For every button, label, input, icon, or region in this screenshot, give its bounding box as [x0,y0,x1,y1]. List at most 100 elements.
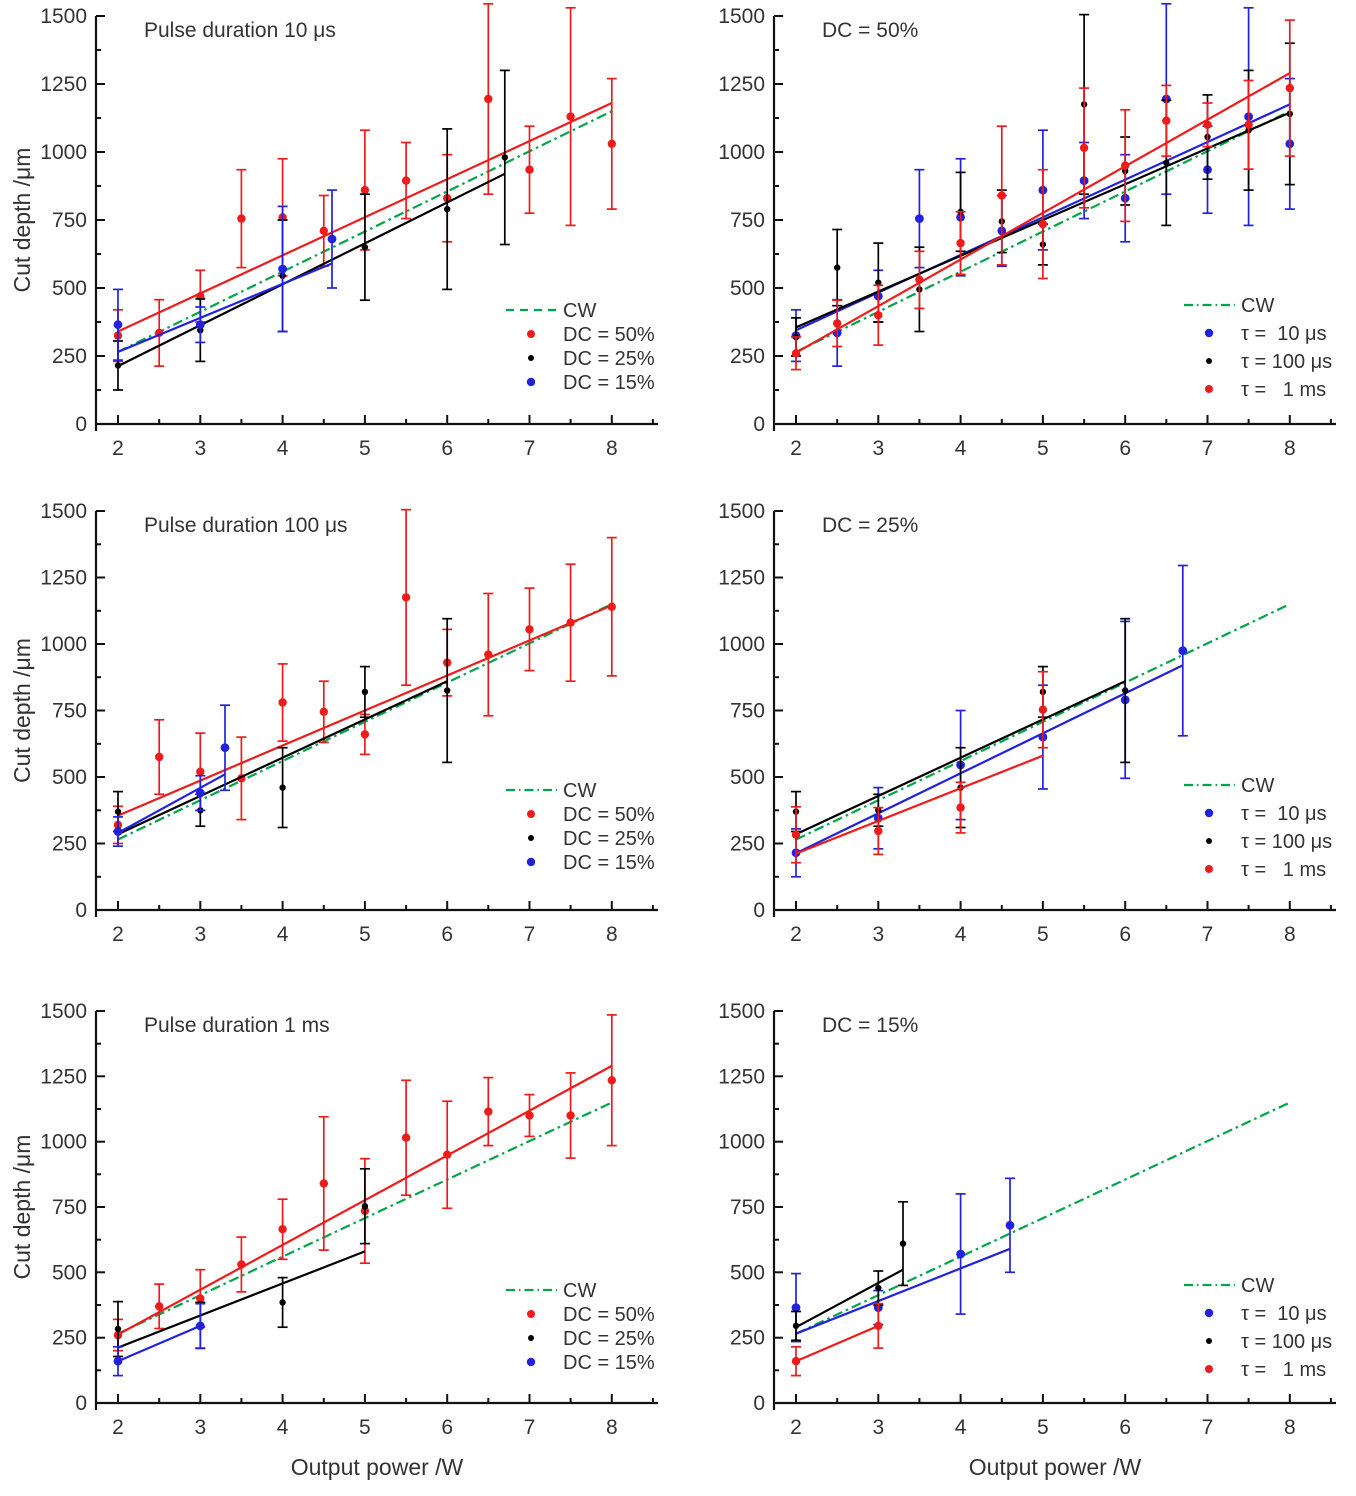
y-tick-label: 750 [730,1196,765,1219]
legend-label: τ = 100 μs [1241,1331,1332,1353]
panel-title: Pulse duration 100 μs [144,514,348,537]
data-point [874,311,883,320]
tick-labels: 0 250 500 750 1000 1250 1500 2 3 4 5 6 7 8 [718,5,1295,460]
fit-line [795,1268,904,1329]
data-point [792,1322,800,1330]
legend-label: τ = 10 μs [1241,323,1327,345]
fit-line [795,1247,1011,1335]
x-tick-label: 6 [1119,1416,1131,1439]
legend: CW τ = 10 μs τ = 100 μs τ = 1 ms [1184,295,1332,401]
y-tick-label: 1250 [718,1065,765,1088]
panel-pulse-100us: 0 250 500 750 1000 1250 1500 2 3 4 5 6 7 8 Pulse durat… [9,500,658,946]
fit-line [117,1250,366,1349]
y-tick-label: 500 [52,1261,87,1284]
data-point [401,593,411,602]
x-tick-label: 4 [955,437,967,460]
fit-line [795,1324,879,1363]
y-tick-label: 750 [730,209,765,232]
x-tick-label: 3 [194,923,206,946]
data-point [1079,143,1089,153]
y-tick-label: 0 [753,413,765,436]
series-tau-1ms [791,1302,884,1377]
data-point [1178,646,1188,655]
data-point [1121,161,1130,170]
data-point [196,1294,205,1303]
x-tick-label: 4 [955,923,967,946]
series-tau-10us [791,564,1188,878]
y-tick-label: 0 [75,413,87,436]
y-tick-label: 500 [52,766,87,789]
tick-labels: 0 250 500 750 1000 1250 1500 2 3 4 5 6 7 8 [718,1000,1295,1439]
data-point [1162,116,1171,125]
y-tick-label: 1000 [40,141,87,164]
legend-marker [1205,865,1213,873]
panel-title: Pulse duration 10 μs [144,19,336,42]
x-tick-label: 7 [524,923,536,946]
axes [772,15,1336,431]
legend-label: DC = 50% [563,324,655,346]
data-point [791,1357,801,1366]
x-tick-label: 4 [277,923,289,946]
data-point [791,1303,801,1312]
x-tick-label: 3 [194,437,206,460]
data-point [360,730,370,739]
x-axis-label: Output power /W [291,1454,464,1480]
legend-label: DC = 25% [563,348,655,370]
data-point [791,830,801,839]
data-point [915,275,924,284]
data-point [607,602,616,611]
data-point [361,1203,369,1210]
series-dc-15 [113,1302,206,1377]
data-point [319,1179,328,1188]
y-tick-label: 1500 [40,1000,87,1023]
data-point [195,788,205,798]
legend: CW τ = 10 μs τ = 100 μs τ = 1 ms [1184,1275,1332,1381]
data-point [196,767,205,776]
data-point [195,320,205,330]
y-tick-label: 250 [730,833,765,856]
x-tick-label: 7 [524,437,536,460]
data-point [114,362,122,369]
y-tick-label: 0 [75,899,87,922]
series-dc-50 [113,2,617,367]
data-point [525,1111,534,1120]
x-tick-label: 6 [1119,923,1131,946]
x-tick-label: 2 [112,1416,124,1439]
data-point [113,827,123,836]
legend-label: CW [563,780,596,802]
y-tick-label: 1000 [40,633,87,656]
data-point [501,154,508,161]
legend-marker [527,1310,535,1318]
axes [94,510,658,917]
data-point [956,1249,965,1259]
legend-label: DC = 50% [563,804,655,826]
data-point [1005,1220,1015,1230]
data-point [114,1325,122,1333]
y-tick-label: 1000 [40,1131,87,1154]
x-tick-label: 6 [441,437,453,460]
x-tick-label: 7 [524,1416,536,1439]
legend-label: CW [1241,295,1274,317]
data-point [1244,120,1253,129]
x-tick-label: 3 [872,437,884,460]
panel-title: Pulse duration 1 ms [144,1014,330,1037]
y-tick-label: 1000 [718,141,765,164]
x-tick-label: 4 [277,437,289,460]
legend-marker [1204,1308,1214,1318]
data-point [956,803,965,812]
axes [94,15,658,431]
legend-marker [1206,838,1212,844]
data-point [875,1284,882,1292]
y-tick-label: 250 [52,833,87,856]
x-tick-label: 2 [112,923,124,946]
y-axis-label: Cut depth /μm [9,638,35,783]
x-axis-label: Output power /W [969,1454,1142,1480]
series-tau-1ms [791,670,1048,864]
data-point [237,1260,246,1269]
data-point [607,139,616,148]
legend-label: DC = 25% [563,1328,655,1350]
y-tick-label: 500 [730,766,765,789]
series-dc-15 [113,189,337,361]
data-point [566,112,575,121]
x-tick-label: 2 [790,923,802,946]
